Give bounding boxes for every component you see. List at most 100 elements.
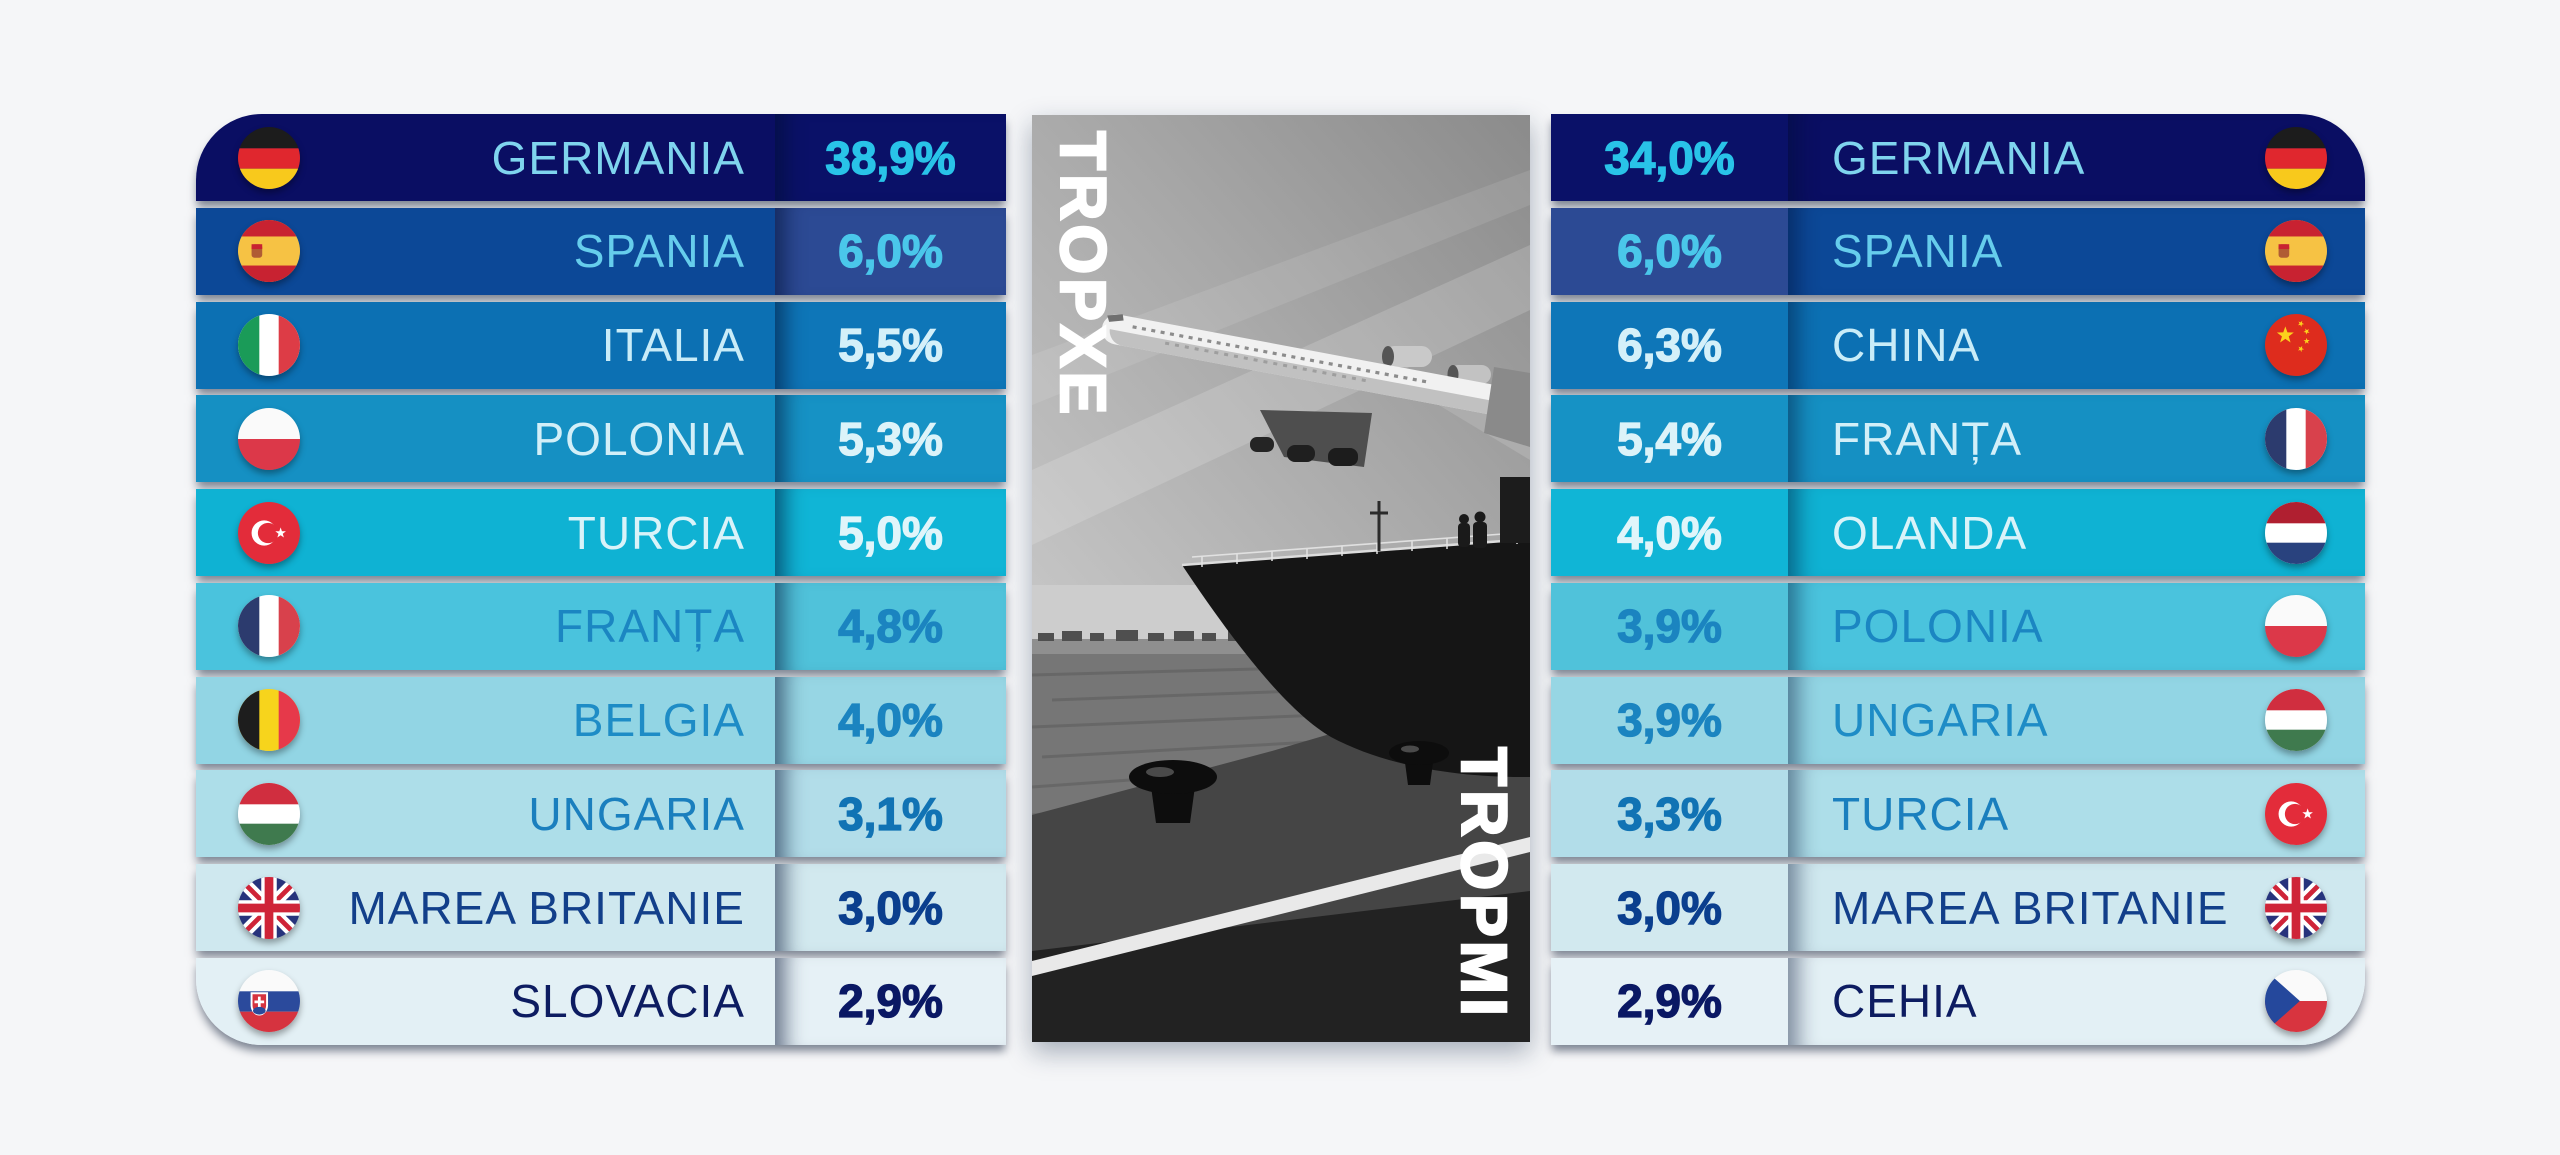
import-row-turcia: 3,3% TURCIA: [1551, 770, 2365, 858]
country-label: TURCIA: [1832, 787, 2010, 840]
import-row-china: 6,3% CHINA: [1551, 301, 2365, 389]
export-row-spania: SPANIA 6,0%: [196, 207, 1006, 295]
country-cell: POLONIA: [1788, 582, 2365, 670]
flag-france-icon: [2265, 407, 2327, 470]
export-row-slovacia: SLOVACIA 2,9%: [196, 957, 1006, 1045]
export-row-italia: ITALIA 5,5%: [196, 301, 1006, 389]
country-cell: POLONIA: [196, 395, 775, 483]
value-label: 6,0%: [775, 207, 1006, 295]
value-label: 38,9%: [775, 114, 1006, 201]
country-label: OLANDA: [1832, 506, 2028, 559]
country-cell: UNGARIA: [1788, 676, 2365, 764]
flag-belgium-icon: [238, 689, 300, 752]
value-label: 34,0%: [1551, 114, 1788, 201]
import-row-olanda: 4,0% OLANDA: [1551, 489, 2365, 577]
value-label: 4,0%: [775, 676, 1006, 764]
export-row-belgia: BELGIA 4,0%: [196, 676, 1006, 764]
country-label: FRANȚA: [1832, 412, 2022, 465]
export-row-marea-britanie: MAREA BRITANIE 3,0%: [196, 864, 1006, 952]
people-silhouettes: [1458, 511, 1487, 548]
country-label: MAREA BRITANIE: [348, 881, 745, 934]
flag-spain-icon: [238, 220, 300, 283]
import-row-franta: 5,4% FRANȚA: [1551, 395, 2365, 483]
country-label: SPANIA: [1832, 225, 2004, 278]
value-label: 4,8%: [775, 582, 1006, 670]
flag-hungary-icon: [238, 782, 300, 845]
value-label: 5,4%: [1551, 395, 1788, 483]
export-row-polonia: POLONIA 5,3%: [196, 395, 1006, 483]
country-label: ITALIA: [601, 319, 745, 372]
value-label: 2,9%: [1551, 957, 1788, 1045]
country-label: GERMANIA: [1832, 131, 2086, 184]
value-label: 3,1%: [775, 770, 1006, 858]
country-label: BELGIA: [572, 694, 745, 747]
country-cell: CHINA: [1788, 301, 2365, 389]
country-cell: UNGARIA: [196, 770, 775, 858]
country-cell: FRANȚA: [1788, 395, 2365, 483]
country-cell: SPANIA: [1788, 207, 2365, 295]
value-label: 4,0%: [1551, 489, 1788, 577]
country-label: SLOVACIA: [510, 975, 745, 1028]
flag-hungary-icon: [2265, 689, 2327, 752]
value-label: 3,0%: [1551, 864, 1788, 952]
bollards: [1129, 741, 1449, 823]
value-label: 3,9%: [1551, 582, 1788, 670]
photo-illustration: [1032, 115, 1530, 1042]
flag-poland-icon: [2265, 595, 2327, 658]
export-label: TROPXE: [1046, 130, 1121, 420]
flag-uk-icon: [2265, 876, 2327, 939]
road-stripe: [1032, 837, 1530, 976]
flag-poland-icon: [238, 407, 300, 470]
value-label: 5,0%: [775, 489, 1006, 577]
export-row-turcia: TURCIA 5,0%: [196, 489, 1006, 577]
import-row-polonia: 3,9% POLONIA: [1551, 582, 2365, 670]
flag-turkey-icon: [2265, 782, 2327, 845]
country-cell: TURCIA: [196, 489, 775, 577]
country-label: POLONIA: [1832, 600, 2044, 653]
value-label: 3,0%: [775, 864, 1006, 952]
flag-uk-icon: [238, 876, 300, 939]
value-label: 2,9%: [775, 957, 1006, 1045]
country-label: POLONIA: [533, 412, 745, 465]
country-label: CEHIA: [1832, 975, 1978, 1028]
flag-germany-icon: [238, 126, 300, 189]
export-table: GERMANIA 38,9% SPANIA 6,0% ITALIA 5,5% POLONIA…: [196, 114, 1006, 1045]
country-cell: GERMANIA: [1788, 114, 2365, 201]
import-table: 34,0% GERMANIA 6,0% SPANIA 6,3% CHINA 5,4% FRAN…: [1551, 114, 2365, 1045]
flag-italy-icon: [238, 314, 300, 377]
country-cell: FRANȚA: [196, 582, 775, 670]
flag-turkey-icon: [238, 501, 300, 564]
flag-netherlands-icon: [2265, 501, 2327, 564]
country-label: CHINA: [1832, 319, 1981, 372]
country-cell: MAREA BRITANIE: [1788, 864, 2365, 952]
country-cell: CEHIA: [1788, 957, 2365, 1045]
export-row-ungaria: UNGARIA 3,1%: [196, 770, 1006, 858]
country-cell: BELGIA: [196, 676, 775, 764]
country-cell: MAREA BRITANIE: [196, 864, 775, 952]
country-cell: GERMANIA: [196, 114, 775, 201]
value-label: 3,3%: [1551, 770, 1788, 858]
country-label: SPANIA: [573, 225, 745, 278]
import-label: TROPMI: [1447, 746, 1522, 1021]
value-label: 5,3%: [775, 395, 1006, 483]
flag-spain-icon: [2265, 220, 2327, 283]
import-row-spania: 6,0% SPANIA: [1551, 207, 2365, 295]
flag-slovakia-icon: [238, 970, 300, 1033]
import-row-ungaria: 3,9% UNGARIA: [1551, 676, 2365, 764]
flag-germany-icon: [2265, 126, 2327, 189]
ship-illustration: [1181, 477, 1530, 778]
country-cell: TURCIA: [1788, 770, 2365, 858]
cargo-port-photo: TROPXE TROPMI: [1032, 115, 1530, 1042]
import-row-germania: 34,0% GERMANIA: [1551, 114, 2365, 201]
country-label: GERMANIA: [491, 131, 745, 184]
flag-france-icon: [238, 595, 300, 658]
country-cell: SLOVACIA: [196, 957, 775, 1045]
country-cell: SPANIA: [196, 207, 775, 295]
country-cell: OLANDA: [1788, 489, 2365, 577]
country-label: MAREA BRITANIE: [1832, 881, 2229, 934]
value-label: 6,0%: [1551, 207, 1788, 295]
import-row-cehia: 2,9% CEHIA: [1551, 957, 2365, 1045]
export-row-franta: FRANȚA 4,8%: [196, 582, 1006, 670]
country-label: UNGARIA: [528, 787, 745, 840]
